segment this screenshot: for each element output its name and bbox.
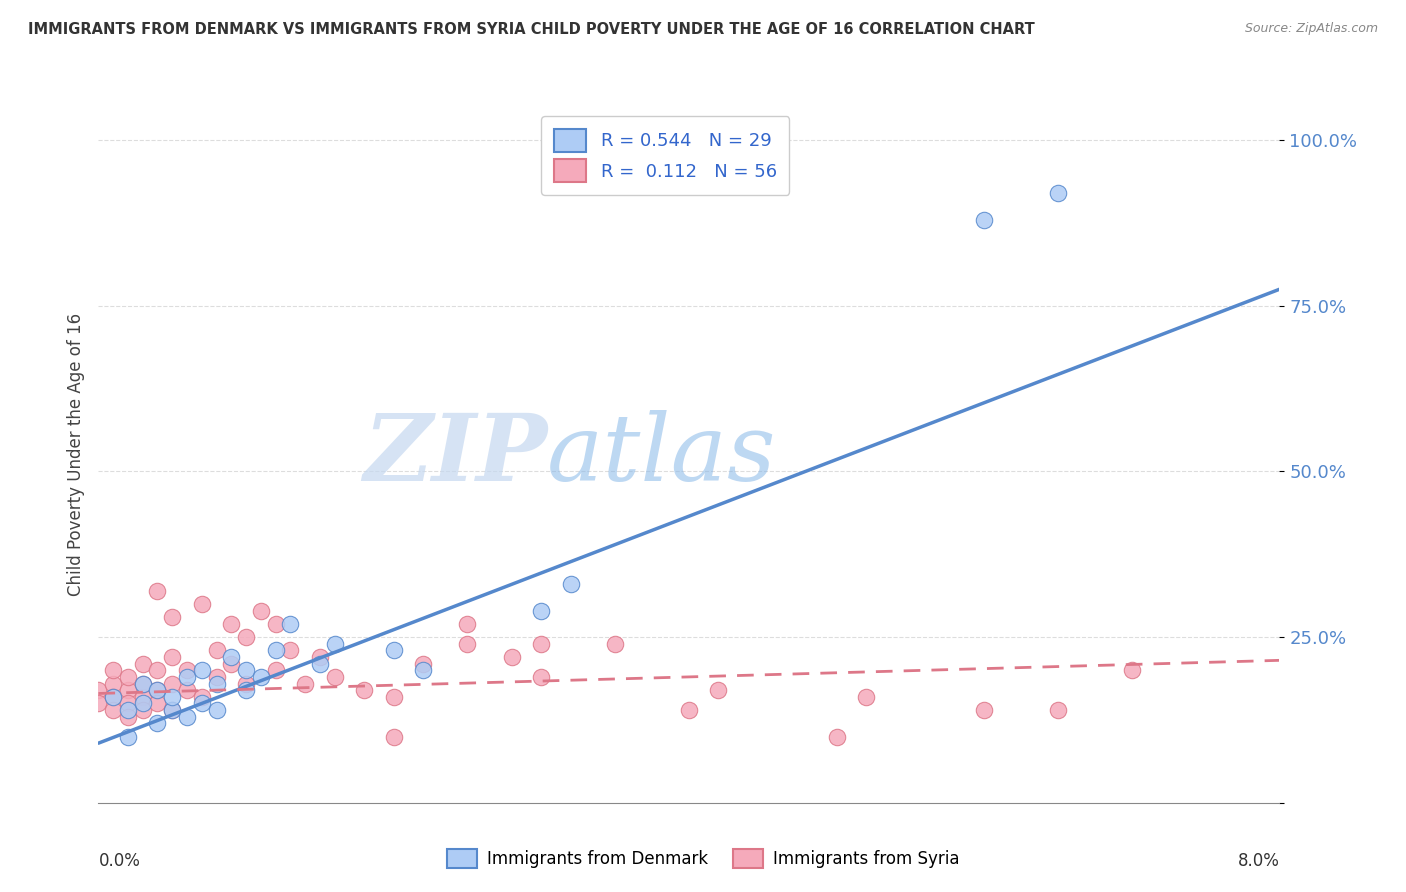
- Point: [1121, 663, 1143, 677]
- Point: [146, 697, 169, 711]
- Point: [308, 657, 332, 671]
- Point: [162, 610, 183, 624]
- Point: [205, 703, 228, 717]
- Point: [117, 697, 139, 711]
- Point: [973, 703, 995, 717]
- Point: [191, 690, 214, 704]
- Point: [382, 730, 405, 744]
- Point: [176, 663, 198, 677]
- Point: [146, 683, 169, 698]
- Point: [501, 650, 523, 665]
- Text: IMMIGRANTS FROM DENMARK VS IMMIGRANTS FROM SYRIA CHILD POVERTY UNDER THE AGE OF : IMMIGRANTS FROM DENMARK VS IMMIGRANTS FR…: [28, 22, 1035, 37]
- Point: [117, 709, 139, 723]
- Point: [264, 663, 287, 677]
- Point: [235, 676, 257, 690]
- Point: [162, 703, 183, 717]
- Point: [146, 583, 169, 598]
- Point: [323, 670, 346, 684]
- Point: [235, 663, 257, 677]
- Point: [103, 690, 124, 704]
- Point: [117, 670, 139, 684]
- Point: [250, 604, 273, 618]
- Text: 0.0%: 0.0%: [98, 852, 141, 870]
- Point: [132, 676, 155, 690]
- Point: [146, 716, 169, 731]
- Point: [353, 683, 375, 698]
- Point: [707, 683, 730, 698]
- Point: [205, 676, 228, 690]
- Y-axis label: Child Poverty Under the Age of 16: Child Poverty Under the Age of 16: [66, 313, 84, 597]
- Point: [219, 650, 242, 665]
- Point: [132, 676, 155, 690]
- Point: [205, 643, 228, 657]
- Point: [191, 597, 214, 611]
- Point: [825, 730, 848, 744]
- Point: [117, 683, 139, 698]
- Point: [205, 670, 228, 684]
- Point: [308, 650, 332, 665]
- Legend: Immigrants from Denmark, Immigrants from Syria: Immigrants from Denmark, Immigrants from…: [440, 842, 966, 875]
- Point: [103, 676, 124, 690]
- Text: atlas: atlas: [547, 410, 776, 500]
- Point: [103, 663, 124, 677]
- Point: [235, 683, 257, 698]
- Point: [530, 670, 553, 684]
- Point: [146, 683, 169, 698]
- Point: [132, 690, 155, 704]
- Point: [132, 697, 155, 711]
- Point: [87, 697, 110, 711]
- Point: [176, 683, 198, 698]
- Point: [176, 709, 198, 723]
- Point: [146, 663, 169, 677]
- Point: [117, 730, 139, 744]
- Point: [191, 663, 214, 677]
- Point: [278, 616, 301, 631]
- Point: [132, 703, 155, 717]
- Text: 8.0%: 8.0%: [1237, 852, 1279, 870]
- Point: [103, 703, 124, 717]
- Text: ZIP: ZIP: [363, 410, 547, 500]
- Point: [235, 630, 257, 644]
- Point: [973, 212, 995, 227]
- Legend: R = 0.544   N = 29, R =  0.112   N = 56: R = 0.544 N = 29, R = 0.112 N = 56: [541, 116, 790, 195]
- Point: [219, 616, 242, 631]
- Point: [87, 683, 110, 698]
- Point: [176, 670, 198, 684]
- Point: [1046, 186, 1069, 201]
- Point: [605, 637, 627, 651]
- Point: [678, 703, 700, 717]
- Point: [191, 697, 214, 711]
- Text: Source: ZipAtlas.com: Source: ZipAtlas.com: [1244, 22, 1378, 36]
- Point: [323, 637, 346, 651]
- Point: [382, 690, 405, 704]
- Point: [530, 604, 553, 618]
- Point: [382, 643, 405, 657]
- Point: [1046, 703, 1069, 717]
- Point: [162, 703, 183, 717]
- Point: [117, 703, 139, 717]
- Point: [530, 637, 553, 651]
- Point: [162, 676, 183, 690]
- Point: [219, 657, 242, 671]
- Point: [412, 663, 434, 677]
- Point: [294, 676, 316, 690]
- Point: [103, 690, 124, 704]
- Point: [250, 670, 273, 684]
- Point: [456, 616, 478, 631]
- Point: [162, 690, 183, 704]
- Point: [855, 690, 877, 704]
- Point: [264, 643, 287, 657]
- Point: [162, 650, 183, 665]
- Point: [264, 616, 287, 631]
- Point: [456, 637, 478, 651]
- Point: [132, 657, 155, 671]
- Point: [560, 577, 582, 591]
- Point: [412, 657, 434, 671]
- Point: [278, 643, 301, 657]
